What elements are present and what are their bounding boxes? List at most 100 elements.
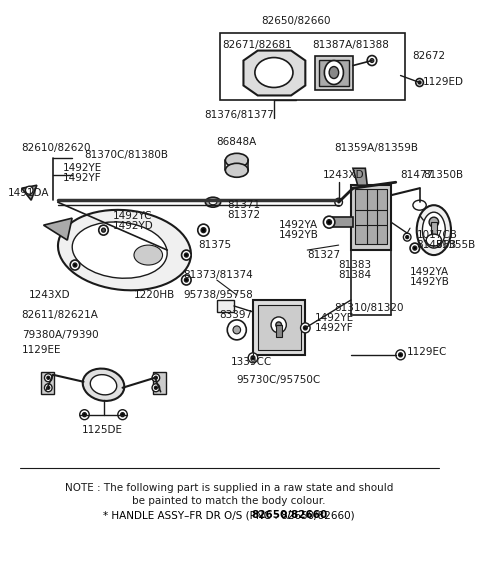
Circle shape xyxy=(303,326,307,330)
Text: 79380A/79390: 79380A/79390 xyxy=(22,330,98,340)
Circle shape xyxy=(398,353,402,357)
Text: 1017CB: 1017CB xyxy=(417,230,457,240)
Text: 1129ED: 1129ED xyxy=(422,78,463,87)
Circle shape xyxy=(324,216,335,228)
Circle shape xyxy=(233,326,240,334)
Text: 81372: 81372 xyxy=(227,210,260,220)
Circle shape xyxy=(406,235,408,239)
Circle shape xyxy=(396,350,405,360)
Bar xyxy=(253,300,305,355)
Ellipse shape xyxy=(209,200,217,205)
Circle shape xyxy=(155,386,157,389)
Bar xyxy=(431,222,437,234)
Text: 1492YF: 1492YF xyxy=(62,173,101,184)
Ellipse shape xyxy=(72,222,167,278)
Bar xyxy=(41,372,54,394)
Ellipse shape xyxy=(226,163,248,177)
Circle shape xyxy=(248,353,258,363)
Circle shape xyxy=(83,413,86,417)
Bar xyxy=(258,305,300,350)
Text: 1125DE: 1125DE xyxy=(82,425,122,435)
Circle shape xyxy=(155,376,157,379)
Circle shape xyxy=(25,186,33,194)
Text: 82610/82620: 82610/82620 xyxy=(22,143,91,153)
Circle shape xyxy=(73,263,77,267)
Text: 1491DA: 1491DA xyxy=(8,188,50,198)
Text: 1243XD: 1243XD xyxy=(29,290,71,300)
Ellipse shape xyxy=(255,58,293,87)
Text: 86848A: 86848A xyxy=(216,137,257,148)
Circle shape xyxy=(181,275,191,285)
Text: 81375: 81375 xyxy=(199,240,232,250)
Bar xyxy=(153,372,167,394)
Circle shape xyxy=(70,260,80,270)
Bar xyxy=(217,300,234,312)
Polygon shape xyxy=(44,218,72,240)
Circle shape xyxy=(271,317,286,333)
Circle shape xyxy=(80,410,89,420)
Text: 81456B: 81456B xyxy=(417,240,457,250)
Ellipse shape xyxy=(58,210,191,290)
Circle shape xyxy=(276,322,282,328)
Text: 81359A/81359B: 81359A/81359B xyxy=(334,143,418,153)
Circle shape xyxy=(181,250,191,260)
Text: 81327: 81327 xyxy=(307,250,340,260)
Circle shape xyxy=(102,228,106,232)
Polygon shape xyxy=(22,185,37,200)
Text: be painted to match the body colour.: be painted to match the body colour. xyxy=(132,496,326,507)
Circle shape xyxy=(184,253,188,257)
Circle shape xyxy=(227,320,246,340)
Circle shape xyxy=(198,224,209,236)
Ellipse shape xyxy=(90,374,117,395)
Text: 1492YC: 1492YC xyxy=(113,211,153,221)
Text: 81477: 81477 xyxy=(400,170,433,180)
Text: 83397: 83397 xyxy=(220,310,253,320)
Circle shape xyxy=(251,356,255,360)
Circle shape xyxy=(99,225,108,235)
Text: 1492YB: 1492YB xyxy=(410,277,450,287)
Ellipse shape xyxy=(83,369,124,401)
Text: 81373/81374: 81373/81374 xyxy=(183,270,253,280)
Ellipse shape xyxy=(422,212,445,248)
Circle shape xyxy=(367,55,377,66)
Text: 1492YF: 1492YF xyxy=(315,323,353,333)
Text: 81310/81320: 81310/81320 xyxy=(334,303,403,313)
Text: 81387A/81388: 81387A/81388 xyxy=(312,39,389,50)
Ellipse shape xyxy=(134,245,163,265)
Text: 81384: 81384 xyxy=(339,270,372,280)
Ellipse shape xyxy=(426,234,442,246)
Circle shape xyxy=(335,198,342,206)
Text: 95730C/95750C: 95730C/95750C xyxy=(237,374,321,385)
Polygon shape xyxy=(353,168,367,185)
Circle shape xyxy=(45,374,52,382)
Bar xyxy=(319,59,349,87)
Circle shape xyxy=(184,278,188,282)
Text: 1492YA: 1492YA xyxy=(410,267,449,277)
Text: 1492YB: 1492YB xyxy=(279,230,319,240)
Text: 1129EC: 1129EC xyxy=(407,347,447,357)
Text: 1129EE: 1129EE xyxy=(22,345,61,355)
Circle shape xyxy=(47,376,50,379)
Ellipse shape xyxy=(324,60,343,84)
Circle shape xyxy=(201,227,206,233)
Text: 1220HB: 1220HB xyxy=(134,290,175,300)
Text: 82672: 82672 xyxy=(412,51,445,60)
Circle shape xyxy=(47,386,50,389)
Bar xyxy=(220,32,405,100)
Text: 82611/82621A: 82611/82621A xyxy=(22,310,98,320)
Text: 1492YE: 1492YE xyxy=(62,163,102,173)
Text: 1492YA: 1492YA xyxy=(279,220,318,230)
Bar xyxy=(276,325,282,337)
Circle shape xyxy=(45,384,52,392)
Ellipse shape xyxy=(329,67,339,79)
Circle shape xyxy=(403,233,411,241)
Text: 82671/82681: 82671/82681 xyxy=(223,39,292,50)
Text: 81355B: 81355B xyxy=(435,240,475,250)
Circle shape xyxy=(418,81,421,84)
Text: * HANDLE ASSY–FR DR O/S (PNC : 82650/82660): * HANDLE ASSY–FR DR O/S (PNC : 82650/826… xyxy=(103,511,355,520)
Polygon shape xyxy=(243,51,305,95)
Circle shape xyxy=(413,246,417,250)
Text: 95738/95758: 95738/95758 xyxy=(183,290,253,300)
Circle shape xyxy=(416,79,423,87)
Bar xyxy=(355,189,387,244)
